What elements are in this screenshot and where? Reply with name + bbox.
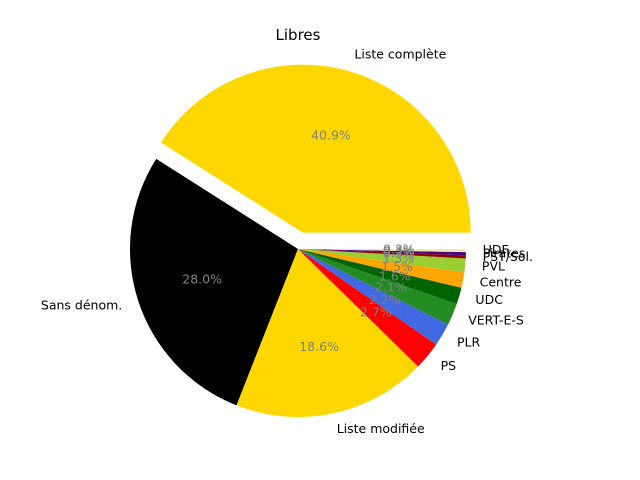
chart-title: Libres: [276, 26, 321, 44]
pie-slice-pst-sol: [298, 249, 466, 259]
slice-label-liste-modifiee: Liste modifiée: [337, 421, 425, 436]
slice-percent-pst-sol: 0.3%: [383, 245, 415, 260]
slice-label-ps: PS: [441, 358, 457, 373]
pie-slice-ps: [298, 249, 437, 367]
slice-percent-plr: 2.2%: [369, 292, 401, 307]
pie-slices: [129, 64, 471, 417]
slice-label-centre: Centre: [480, 275, 522, 290]
pie-slice-centre: [298, 249, 465, 288]
slice-percent-liste-complete: 40.9%: [311, 127, 351, 142]
pie-slice-pvl: [298, 249, 466, 273]
pie-slice-vert-e-s: [298, 249, 457, 325]
pie-slice-udc: [298, 249, 462, 305]
pie-percent-labels: 40.9% 28.0% 18.6% 2.7%2.2%2.1%1.6%1.5%1.3%0…: [182, 127, 414, 354]
slice-label-plr: PLR: [457, 335, 481, 350]
slice-percent-centre: 1.5%: [381, 259, 413, 274]
slice-percent-pvl: 1.3%: [382, 250, 414, 265]
slice-percent-pirates: 0.3%: [383, 243, 415, 258]
slice-percent-udc: 1.6%: [379, 269, 411, 284]
slice-label-udf: UDF: [483, 242, 509, 257]
pie-labels: Liste complète Sans dénom. Liste modifiée P…: [41, 47, 533, 436]
pie-slice-plr: [298, 249, 449, 345]
pie-slice-liste-modifiee: [236, 249, 419, 417]
slice-percent-sans-denom: 28.0%: [182, 272, 222, 287]
pie-slice-sans-denom: [129, 158, 298, 406]
slice-label-sans-denom: Sans dénom.: [41, 298, 122, 313]
pie-slice-udf: [298, 249, 466, 253]
slice-percent-vert-e-s: 2.1%: [375, 280, 407, 295]
slice-label-udc: UDC: [475, 292, 503, 307]
slice-percent-ps: 2.7%: [360, 305, 392, 320]
pie-slice-pirates: [298, 249, 466, 256]
slice-label-vert-e-s: VERT-E-S: [468, 312, 524, 327]
slice-label-pst-sol: PST/Sol.: [483, 249, 533, 264]
pie-slice-liste-complete: [161, 64, 471, 233]
slice-percent-liste-modifiee: 18.6%: [299, 339, 339, 354]
slice-label-liste-complete: Liste complète: [354, 47, 446, 62]
slice-label-pirates: Pirates: [483, 246, 526, 261]
slice-label-pvl: PVL: [482, 259, 505, 274]
slice-percent-udf: 0.3%: [383, 241, 415, 256]
